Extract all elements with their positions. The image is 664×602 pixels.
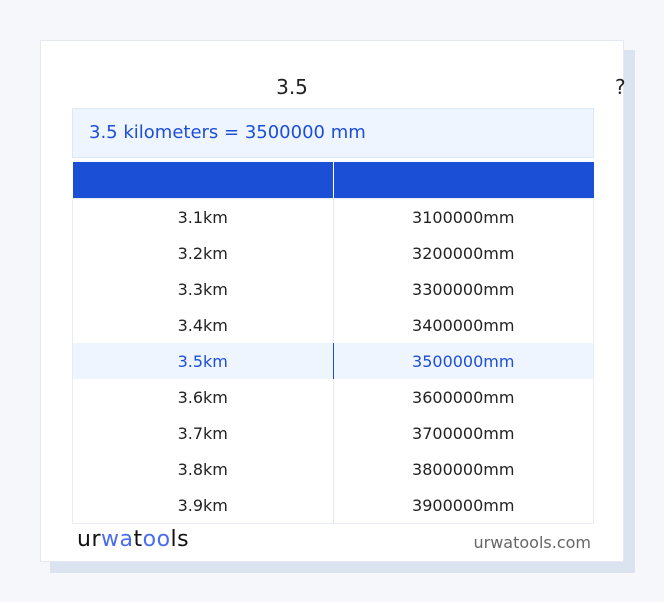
km-cell: 3.8km <box>177 459 228 479</box>
mm-cell: 3200000mm <box>332 235 594 271</box>
km-cell: 3.3km <box>177 279 228 299</box>
mm-cell: 3900000mm <box>332 487 594 524</box>
mm-cell: 3500000mm <box>332 343 594 379</box>
table-row: 3.7km 3700000mm <box>73 415 594 451</box>
table-row: 3.6km 3600000mm <box>73 379 594 415</box>
table-row: 3.3km 3300000mm <box>73 271 594 307</box>
header-km <box>72 162 333 199</box>
km-cell: 3.2km <box>177 243 228 263</box>
mm-cell: 3400000mm <box>332 307 594 343</box>
table-row: 3.9km 3900000mm <box>73 487 594 524</box>
km-cell: 3.9km <box>177 495 228 515</box>
km-cell: 3.4km <box>177 315 228 335</box>
mm-cell: 3800000mm <box>332 451 594 487</box>
table-row: 3.1km 3100000mm <box>73 198 594 235</box>
converter-card: 3.5 ? 3.5 kilometers = 3500000 mm 3.1km 3… <box>40 40 626 562</box>
table-row: 3.4km 3400000mm <box>73 307 594 343</box>
mm-cell: 3300000mm <box>332 271 594 307</box>
table-row: 3.8km 3800000mm <box>73 451 594 487</box>
km-cell: 3.5km <box>72 343 333 379</box>
table-row: 3.2km 3200000mm <box>73 235 594 271</box>
input-value[interactable]: 3.5 <box>276 75 308 99</box>
table-row: 3.5km 3500000mm <box>72 343 594 379</box>
km-cell: 3.6km <box>177 387 228 407</box>
mm-cell: 3700000mm <box>332 415 594 451</box>
result-box: 3.5 kilometers = 3500000 mm <box>72 108 594 158</box>
header-mm <box>332 162 594 199</box>
mm-cell: 3600000mm <box>332 379 594 415</box>
urwatools-logo: urwatools <box>77 527 190 552</box>
conversion-table: 3.1km 3100000mm 3.2km 3200000mm 3.3km 3300000… <box>72 162 594 524</box>
km-cell: 3.1km <box>177 207 228 227</box>
site-link[interactable]: urwatools.com <box>473 533 592 552</box>
help-icon[interactable]: ? <box>615 75 626 99</box>
mm-cell: 3100000mm <box>332 198 594 235</box>
km-cell: 3.7km <box>177 423 228 443</box>
